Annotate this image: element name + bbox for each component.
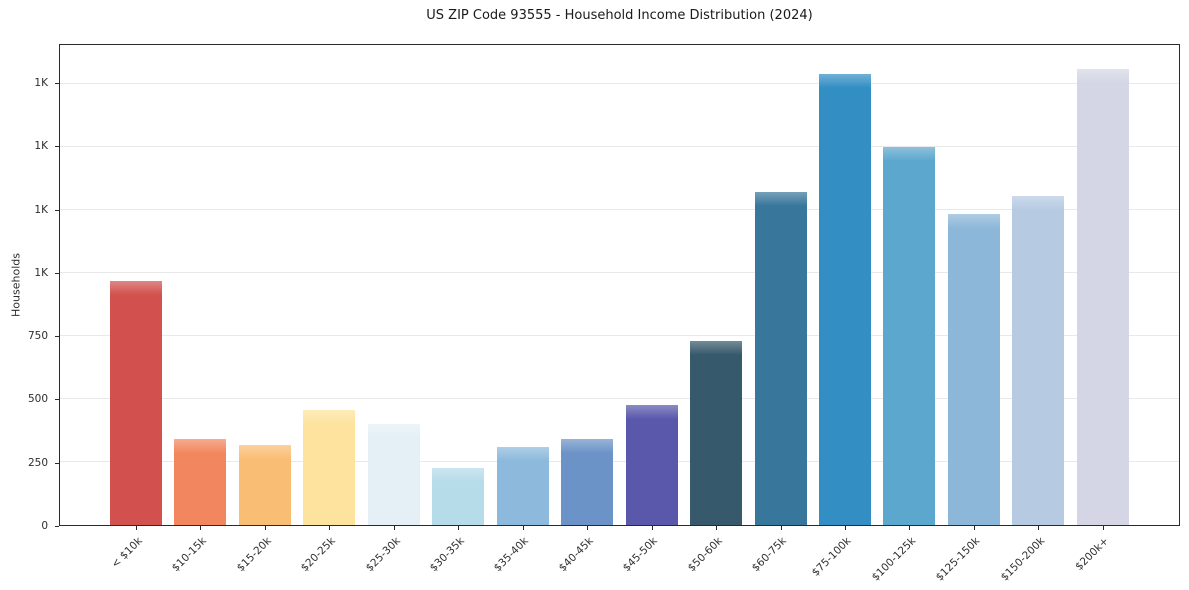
x-category: $25-30k (363, 526, 420, 590)
x-category: $60-75k (750, 526, 807, 590)
bar (238, 444, 291, 525)
x-category: $75-100k (810, 526, 871, 590)
bar (754, 192, 807, 525)
x-tick-label: < $10k (108, 535, 145, 571)
x-tick-label: $60-75k (749, 535, 790, 575)
gridline (60, 83, 1179, 85)
x-tick-label: $35-40k (492, 535, 532, 575)
x-tick-mark (1102, 526, 1104, 530)
y-tick-mark (55, 336, 59, 338)
bar (174, 439, 227, 525)
gridline (60, 398, 1179, 400)
gridline (60, 461, 1179, 463)
y-axis: 0 250 500 750 1K 1K 1K 1K (0, 44, 59, 532)
x-category: $15-20k (234, 526, 291, 590)
x-tick-mark (136, 526, 137, 530)
x-category: $125-150k (934, 526, 1000, 590)
x-tick-label: $25-30k (363, 535, 403, 575)
x-tick-mark (909, 526, 911, 530)
x-tick-label: $200k+ (1073, 535, 1112, 573)
bar (110, 280, 162, 525)
x-tick-mark (844, 526, 846, 530)
y-tick-label: 1K (34, 203, 48, 216)
x-category: $100-125k (869, 526, 935, 590)
x-category: $40-45k (557, 526, 613, 590)
bar (303, 410, 356, 525)
y-tick-mark (55, 272, 59, 274)
x-tick-mark (651, 526, 653, 530)
gridline (60, 335, 1179, 337)
gridline (60, 146, 1179, 148)
x-axis: < $10k $10-15k $15-20k $20-25k $25-30k $30-35… (59, 526, 1180, 590)
x-tick-label: $15-20k (234, 535, 274, 575)
y-tick-label: 250 (27, 456, 48, 469)
x-category: $150-200k (998, 526, 1064, 590)
y-tick-mark (55, 462, 59, 464)
x-tick-label: $50-60k (685, 535, 725, 575)
y-tick-label: 0 (41, 520, 48, 532)
y-tick-label: 1K (34, 77, 48, 90)
gridline (60, 209, 1179, 211)
y-tick-mark (55, 399, 59, 401)
x-tick-mark (393, 526, 395, 530)
x-tick-mark (716, 526, 718, 530)
x-tick-label: $125-150k (933, 535, 983, 584)
plot-area (59, 44, 1180, 526)
y-tick-label: 750 (27, 330, 48, 343)
x-tick-mark (587, 526, 589, 530)
y-tick-mark (55, 83, 59, 85)
bar (496, 446, 549, 525)
x-category: $20-25k (299, 526, 355, 590)
x-tick-mark (1038, 526, 1040, 530)
x-tick-label: $10-15k (169, 535, 209, 575)
x-category: $200k+ (1073, 526, 1129, 590)
y-tick-mark (55, 526, 59, 527)
gridline (60, 272, 1179, 274)
y-tick-label: 500 (27, 393, 48, 406)
x-tick-mark (973, 526, 975, 530)
y-tick-mark (55, 146, 59, 148)
x-tick-mark (200, 526, 202, 530)
bar (561, 439, 614, 525)
bar (883, 147, 936, 525)
bar (947, 213, 1000, 525)
x-tick-label: $100-125k (869, 535, 918, 584)
bar (1076, 68, 1129, 525)
bar (690, 341, 743, 525)
bar (625, 405, 678, 525)
bar (818, 73, 871, 525)
bar (1012, 196, 1065, 525)
x-category: $30-35k (428, 526, 484, 590)
y-tick-label: 1K (34, 140, 48, 153)
x-tick-mark (522, 526, 524, 530)
x-tick-mark (329, 526, 331, 530)
y-tick-mark (55, 209, 59, 211)
x-tick-mark (458, 526, 460, 530)
x-tick-label: $150-200k (998, 535, 1047, 584)
chart-title: US ZIP Code 93555 - Household Income Dis… (426, 8, 813, 23)
x-category: $50-60k (685, 526, 742, 590)
bar (367, 424, 420, 525)
bar-series (60, 45, 1179, 525)
x-tick-label: $20-25k (298, 535, 338, 575)
x-category: $10-15k (170, 526, 226, 590)
y-tick-label: 1K (34, 266, 48, 279)
bar (432, 468, 485, 525)
x-tick-label: $40-45k (556, 535, 596, 575)
x-tick-mark (780, 526, 782, 530)
x-tick-label: $45-50k (621, 535, 661, 575)
x-category: $45-50k (621, 526, 678, 590)
x-tick-label: $75-100k (809, 535, 854, 579)
x-category: $35-40k (492, 526, 549, 590)
x-tick-label: $30-35k (427, 535, 467, 575)
x-category: < $10k (108, 526, 162, 590)
x-tick-mark (264, 526, 266, 530)
